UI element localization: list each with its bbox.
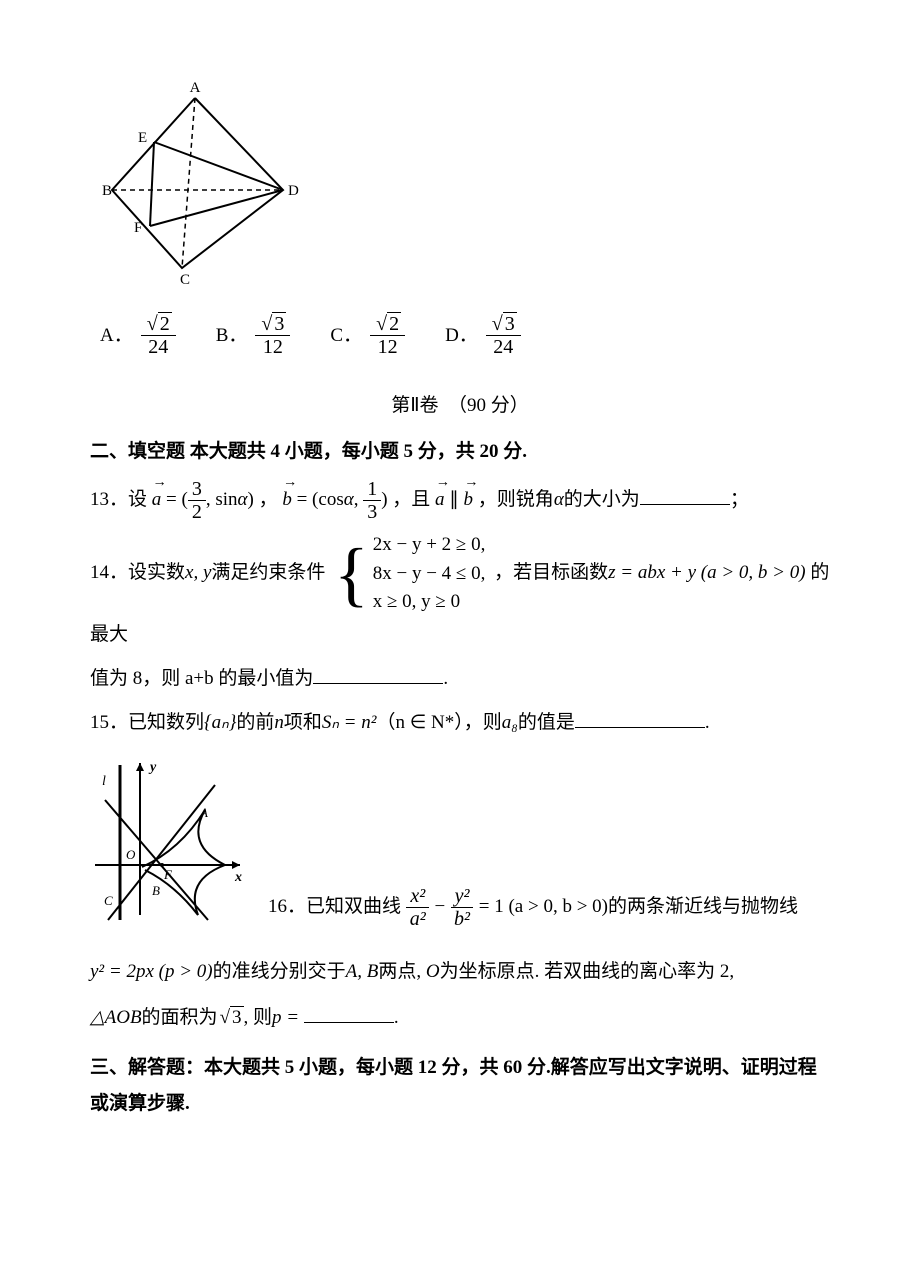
option-c: C． 212 <box>330 313 405 358</box>
blank-14 <box>313 664 443 684</box>
question-13: 13．设 a = (32, sinα) ， b = (cosα, 13) ，且 … <box>90 478 830 523</box>
svg-text:B: B <box>152 883 160 898</box>
question-14-line2: 值为 8，则 a+b 的最小值为. <box>90 661 830 697</box>
question-15: 15．已知数列{aₙ}的前n项和Sₙ = n²（n ∈ N*），则a₈的值是. <box>90 705 830 741</box>
option-b: B． 312 <box>216 313 291 358</box>
svg-text:C: C <box>180 272 190 288</box>
q14-label: 14． <box>90 562 128 583</box>
svg-text:A: A <box>199 805 208 820</box>
svg-text:F: F <box>134 220 142 236</box>
hyperbola-figure: y x l O A B C F <box>90 755 250 938</box>
tetrahedron-figure: A B D C E F <box>100 80 830 303</box>
question-16-line3: △AOB的面积为3, 则p = . <box>90 1000 830 1036</box>
question-14: 14．设实数x, y满足约束条件 { 2x − y + 2 ≥ 0, 8x − … <box>90 531 830 653</box>
option-d-letter: D． <box>445 318 478 354</box>
option-d: D． 324 <box>445 313 521 358</box>
option-c-letter: C． <box>330 318 362 354</box>
svg-text:A: A <box>190 80 201 96</box>
section2-title: 二、填空题 本大题共 4 小题，每小题 5 分，共 20 分. <box>90 434 830 470</box>
answer-options: A． 224 B． 312 C． 212 D． 324 <box>100 313 830 358</box>
option-a: A． 224 <box>100 313 176 358</box>
blank-13 <box>640 485 730 505</box>
svg-text:l: l <box>102 774 106 789</box>
svg-text:E: E <box>138 130 147 146</box>
svg-text:F: F <box>163 867 173 882</box>
q15-label: 15． <box>90 712 128 733</box>
option-b-letter: B． <box>216 318 248 354</box>
svg-text:B: B <box>102 183 112 199</box>
svg-text:D: D <box>288 183 299 199</box>
part2-heading: 第Ⅱ卷 （90 分） <box>90 388 830 424</box>
question-16-line1: 16．已知双曲线 x²a² − y²b² = 1 (a > 0, b > 0)的… <box>268 885 830 930</box>
svg-text:y: y <box>148 760 157 775</box>
blank-15 <box>575 708 705 728</box>
svg-text:O: O <box>126 847 136 862</box>
q16-label: 16． <box>268 896 306 917</box>
blank-16 <box>304 1003 394 1023</box>
q13-pre: 设 <box>128 489 147 510</box>
q13-label: 13． <box>90 489 128 510</box>
question-16-line2: y² = 2px (p > 0)的准线分别交于A, B两点, O为坐标原点. 若… <box>90 954 830 990</box>
section3-title: 三、解答题：本大题共 5 小题，每小题 12 分，共 60 分.解答应写出文字说… <box>90 1050 830 1122</box>
svg-text:C: C <box>104 893 113 908</box>
option-a-letter: A． <box>100 318 133 354</box>
svg-text:x: x <box>234 870 242 885</box>
